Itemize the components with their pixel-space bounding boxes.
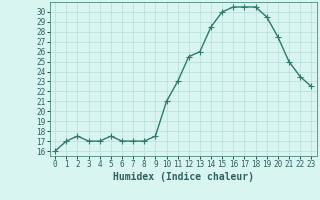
X-axis label: Humidex (Indice chaleur): Humidex (Indice chaleur) bbox=[113, 172, 254, 182]
